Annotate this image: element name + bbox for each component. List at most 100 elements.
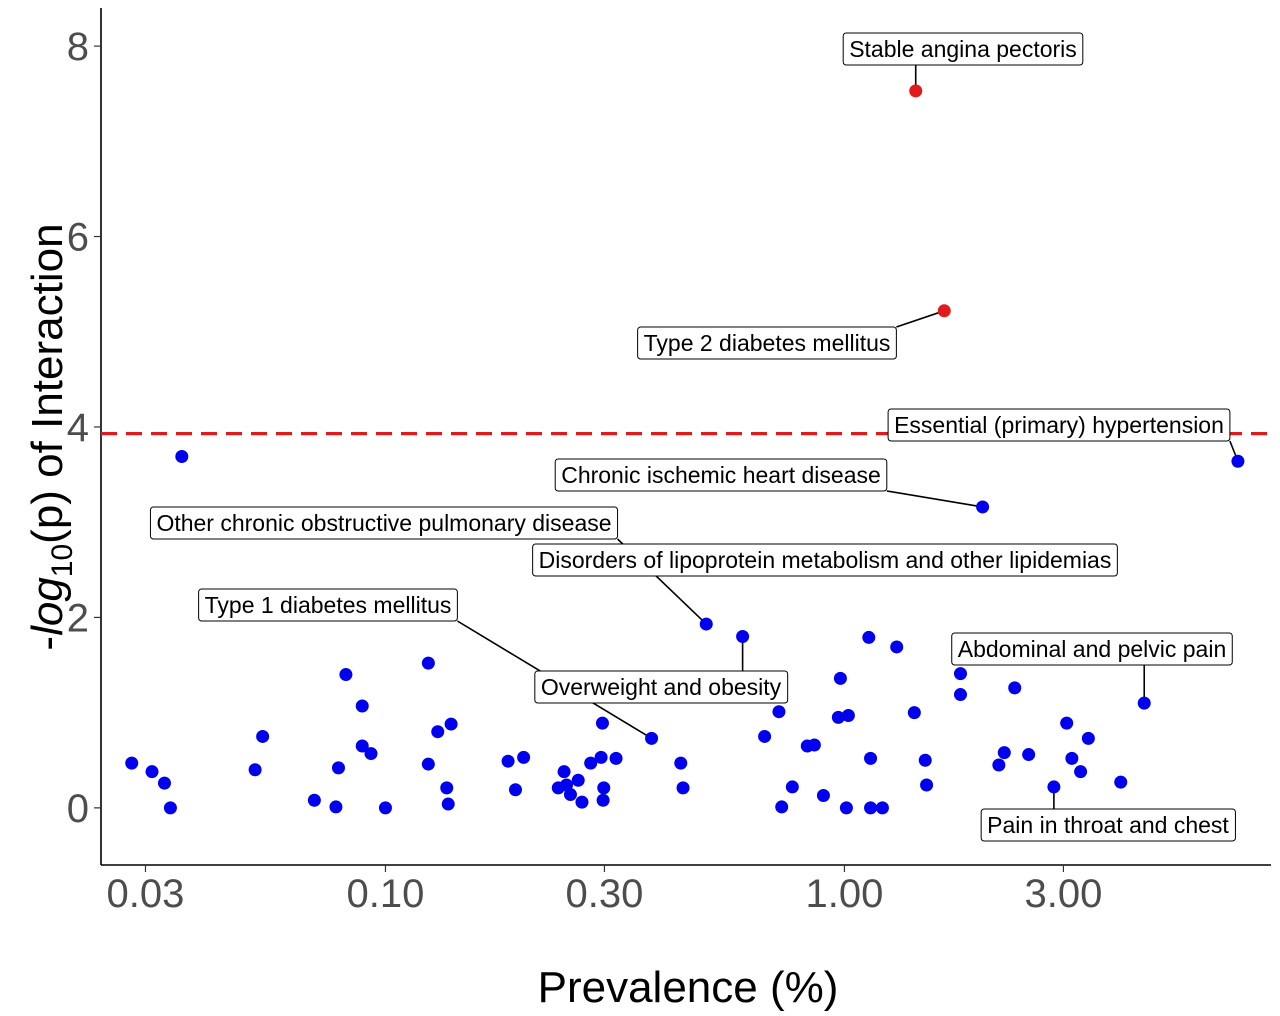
data-point	[364, 747, 378, 761]
data-point	[1231, 454, 1245, 468]
data-point	[864, 801, 878, 815]
data-point	[175, 449, 189, 463]
data-point	[676, 781, 690, 795]
data-point	[145, 765, 159, 779]
data-point	[785, 780, 799, 794]
data-point	[758, 729, 772, 743]
data-point	[992, 758, 1006, 772]
data-point	[421, 656, 435, 670]
data-point	[772, 705, 786, 719]
x-axis-title: Prevalence (%)	[538, 963, 839, 1012]
data-point	[125, 756, 139, 770]
data-point	[609, 751, 623, 765]
data-point	[508, 783, 522, 797]
x-tick-label: 1.00	[805, 872, 883, 916]
data-point	[563, 788, 577, 802]
annotation-connector	[896, 310, 945, 328]
annotation-label: Chronic ischemic heart disease	[561, 462, 881, 488]
data-point	[864, 751, 878, 765]
data-point	[918, 753, 932, 767]
data-point	[1074, 765, 1088, 779]
data-point	[594, 750, 608, 764]
data-point	[329, 800, 343, 814]
annotation-box	[980, 808, 1236, 842]
data-point	[584, 756, 598, 770]
annotation-box	[149, 506, 619, 540]
y-axis-title-log: log	[23, 577, 72, 636]
y-axis-title-subscript: 10	[46, 544, 79, 577]
annotation-box	[198, 588, 458, 622]
annotation-box	[637, 326, 897, 360]
data-point	[444, 717, 458, 731]
annotation-label: Pain in throat and chest	[987, 812, 1229, 838]
data-point	[421, 757, 435, 771]
y-tick-label: 4	[67, 406, 89, 450]
data-point	[831, 710, 845, 724]
y-axis-title-prefix: -	[23, 636, 72, 651]
data-point	[596, 793, 610, 807]
annotation-label: Type 1 diabetes mellitus	[205, 592, 452, 618]
data-point	[833, 671, 847, 685]
x-tick-label: 0.10	[347, 872, 425, 916]
data-point	[307, 793, 321, 807]
data-point	[953, 688, 967, 702]
annotation-box	[887, 408, 1231, 442]
annotation-label: Type 2 diabetes mellitus	[644, 330, 891, 356]
data-point	[517, 750, 531, 764]
data-point	[440, 781, 454, 795]
data-point	[441, 797, 455, 811]
data-point	[807, 738, 821, 752]
annotation-box	[842, 32, 1084, 66]
annotation-box	[554, 458, 888, 492]
annotation-label: Disorders of lipoprotein metabolism and …	[539, 547, 1112, 573]
data-point	[920, 778, 934, 792]
data-point	[256, 729, 270, 743]
y-tick-label: 8	[67, 25, 89, 69]
data-point	[1137, 696, 1151, 710]
data-point	[816, 788, 830, 802]
data-point	[953, 667, 967, 681]
data-point	[595, 716, 609, 730]
significant-data-point	[937, 304, 951, 318]
data-point	[355, 739, 369, 753]
data-point	[501, 754, 515, 768]
data-point	[841, 709, 855, 723]
data-point	[597, 781, 611, 795]
data-point	[862, 630, 876, 644]
annotation-label: Stable angina pectoris	[849, 36, 1077, 62]
data-point	[997, 746, 1011, 760]
data-point	[575, 795, 589, 809]
data-point	[571, 773, 585, 787]
data-point	[1114, 775, 1128, 789]
data-point	[1008, 681, 1022, 695]
annotation-box	[534, 670, 789, 704]
data-point	[157, 776, 171, 790]
data-point	[674, 756, 688, 770]
data-point	[1081, 731, 1095, 745]
y-axis-title: -log10(p) of Interaction	[23, 223, 79, 650]
y-tick-label: 6	[67, 216, 89, 260]
data-point	[1060, 716, 1074, 730]
data-point	[976, 500, 990, 514]
data-point	[839, 801, 853, 815]
data-point	[331, 761, 345, 775]
data-point	[645, 731, 659, 745]
data-point	[699, 617, 713, 631]
data-point	[378, 801, 392, 815]
data-point	[557, 765, 571, 779]
annotation-box	[532, 543, 1118, 577]
annotation-connector	[886, 490, 983, 508]
annotation-label: Essential (primary) hypertension	[894, 412, 1224, 438]
plot-area: 0 2 4 6 8 0.03 0.10 0.30 1.00 3.00 Stable angina p…	[67, 8, 1271, 916]
x-tick-label: 0.30	[566, 872, 644, 916]
x-tick-label: 0.03	[107, 872, 185, 916]
significant-data-point	[909, 84, 923, 98]
y-tick-label: 0	[67, 787, 89, 831]
data-point	[775, 800, 789, 814]
annotation-label: Other chronic obstructive pulmonary dise…	[156, 510, 611, 536]
y-tick-label: 2	[67, 596, 89, 640]
data-point	[1022, 748, 1036, 762]
data-point	[431, 725, 445, 739]
data-point	[1065, 751, 1079, 765]
